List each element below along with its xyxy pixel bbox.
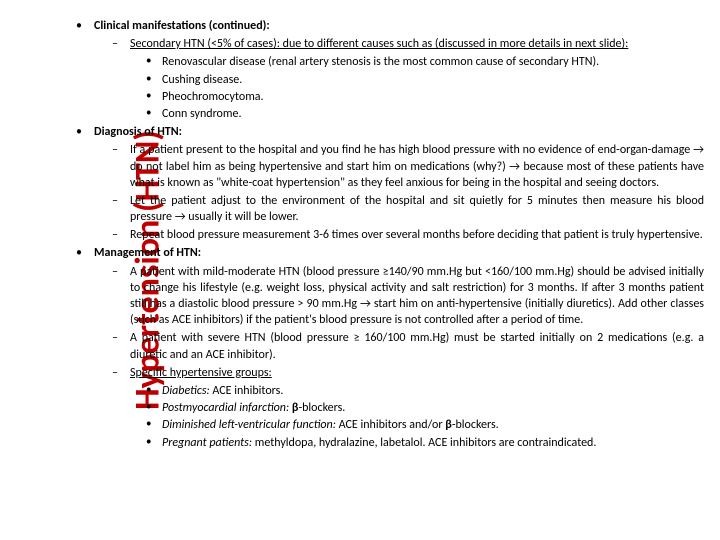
cause-item: Renovascular disease (renal artery steno… [146,54,704,70]
management-list: A patient with mild-moderate HTN (blood … [94,264,704,451]
group-text: ACE inhibitors. [210,384,284,398]
diag-item: Repeat blood pressure measurement 3-6 ti… [112,227,704,243]
mgmt-item: A patient with severe HTN (blood pressur… [112,330,704,362]
group-name: Diabetics: [162,384,210,398]
group-text: -blockers. [298,401,345,415]
cause-item: Cushing disease. [146,72,704,88]
mgmt-groups: Specific hypertensive groups: Diabetics:… [112,365,704,451]
section-clinical: Clinical manifestations (continued): Sec… [72,18,704,122]
heading-management: Management of HTN: [94,246,201,260]
diag-item: If a patient present to the hospital and… [112,142,704,191]
group-text: -blockers. [452,418,499,432]
group-name: Diminished left-ventricular function: [162,418,336,432]
top-list: Clinical manifestations (continued): Sec… [72,18,704,451]
slide: Hypertension (HTN) Clinical manifestatio… [0,0,720,540]
heading-diagnosis: Diagnosis of HTN: [94,125,182,139]
secondary-causes: Renovascular disease (renal artery steno… [130,54,704,122]
mgmt-item: A patient with mild-moderate HTN (blood … [112,264,704,329]
groups-list: Diabetics: ACE inhibitors. Postmyocardia… [130,383,704,451]
group-text: ACE inhibitors and/or [336,418,445,432]
clinical-sub: Secondary HTN (<5% of cases): due to dif… [94,36,704,122]
section-management: Management of HTN: A patient with mild-m… [72,245,704,450]
section-diagnosis: Diagnosis of HTN: If a patient present t… [72,124,704,243]
heading-clinical: Clinical manifestations (continued): [94,19,270,33]
cause-item: Conn syndrome. [146,106,704,122]
group-text: methyldopa, hydralazine, labetalol. ACE … [252,436,596,450]
diagnosis-list: If a patient present to the hospital and… [94,142,704,243]
content-area: Clinical manifestations (continued): Sec… [72,18,704,453]
groups-lead: Specific hypertensive groups: [130,366,272,380]
group-name: Postmyocardial infarction: [162,401,289,415]
cause-item: Pheochromocytoma. [146,89,704,105]
group-item: Postmyocardial infarction: β-blockers. [146,400,704,416]
diag-item: Let the patient adjust to the environmen… [112,193,704,225]
secondary-htn-text: Secondary HTN (<5% of cases): due to dif… [130,37,628,51]
group-item: Pregnant patients: methyldopa, hydralazi… [146,435,704,451]
group-item: Diminished left-ventricular function: AC… [146,417,704,433]
group-name: Pregnant patients: [162,436,252,450]
group-item: Diabetics: ACE inhibitors. [146,383,704,399]
secondary-htn: Secondary HTN (<5% of cases): due to dif… [112,36,704,122]
